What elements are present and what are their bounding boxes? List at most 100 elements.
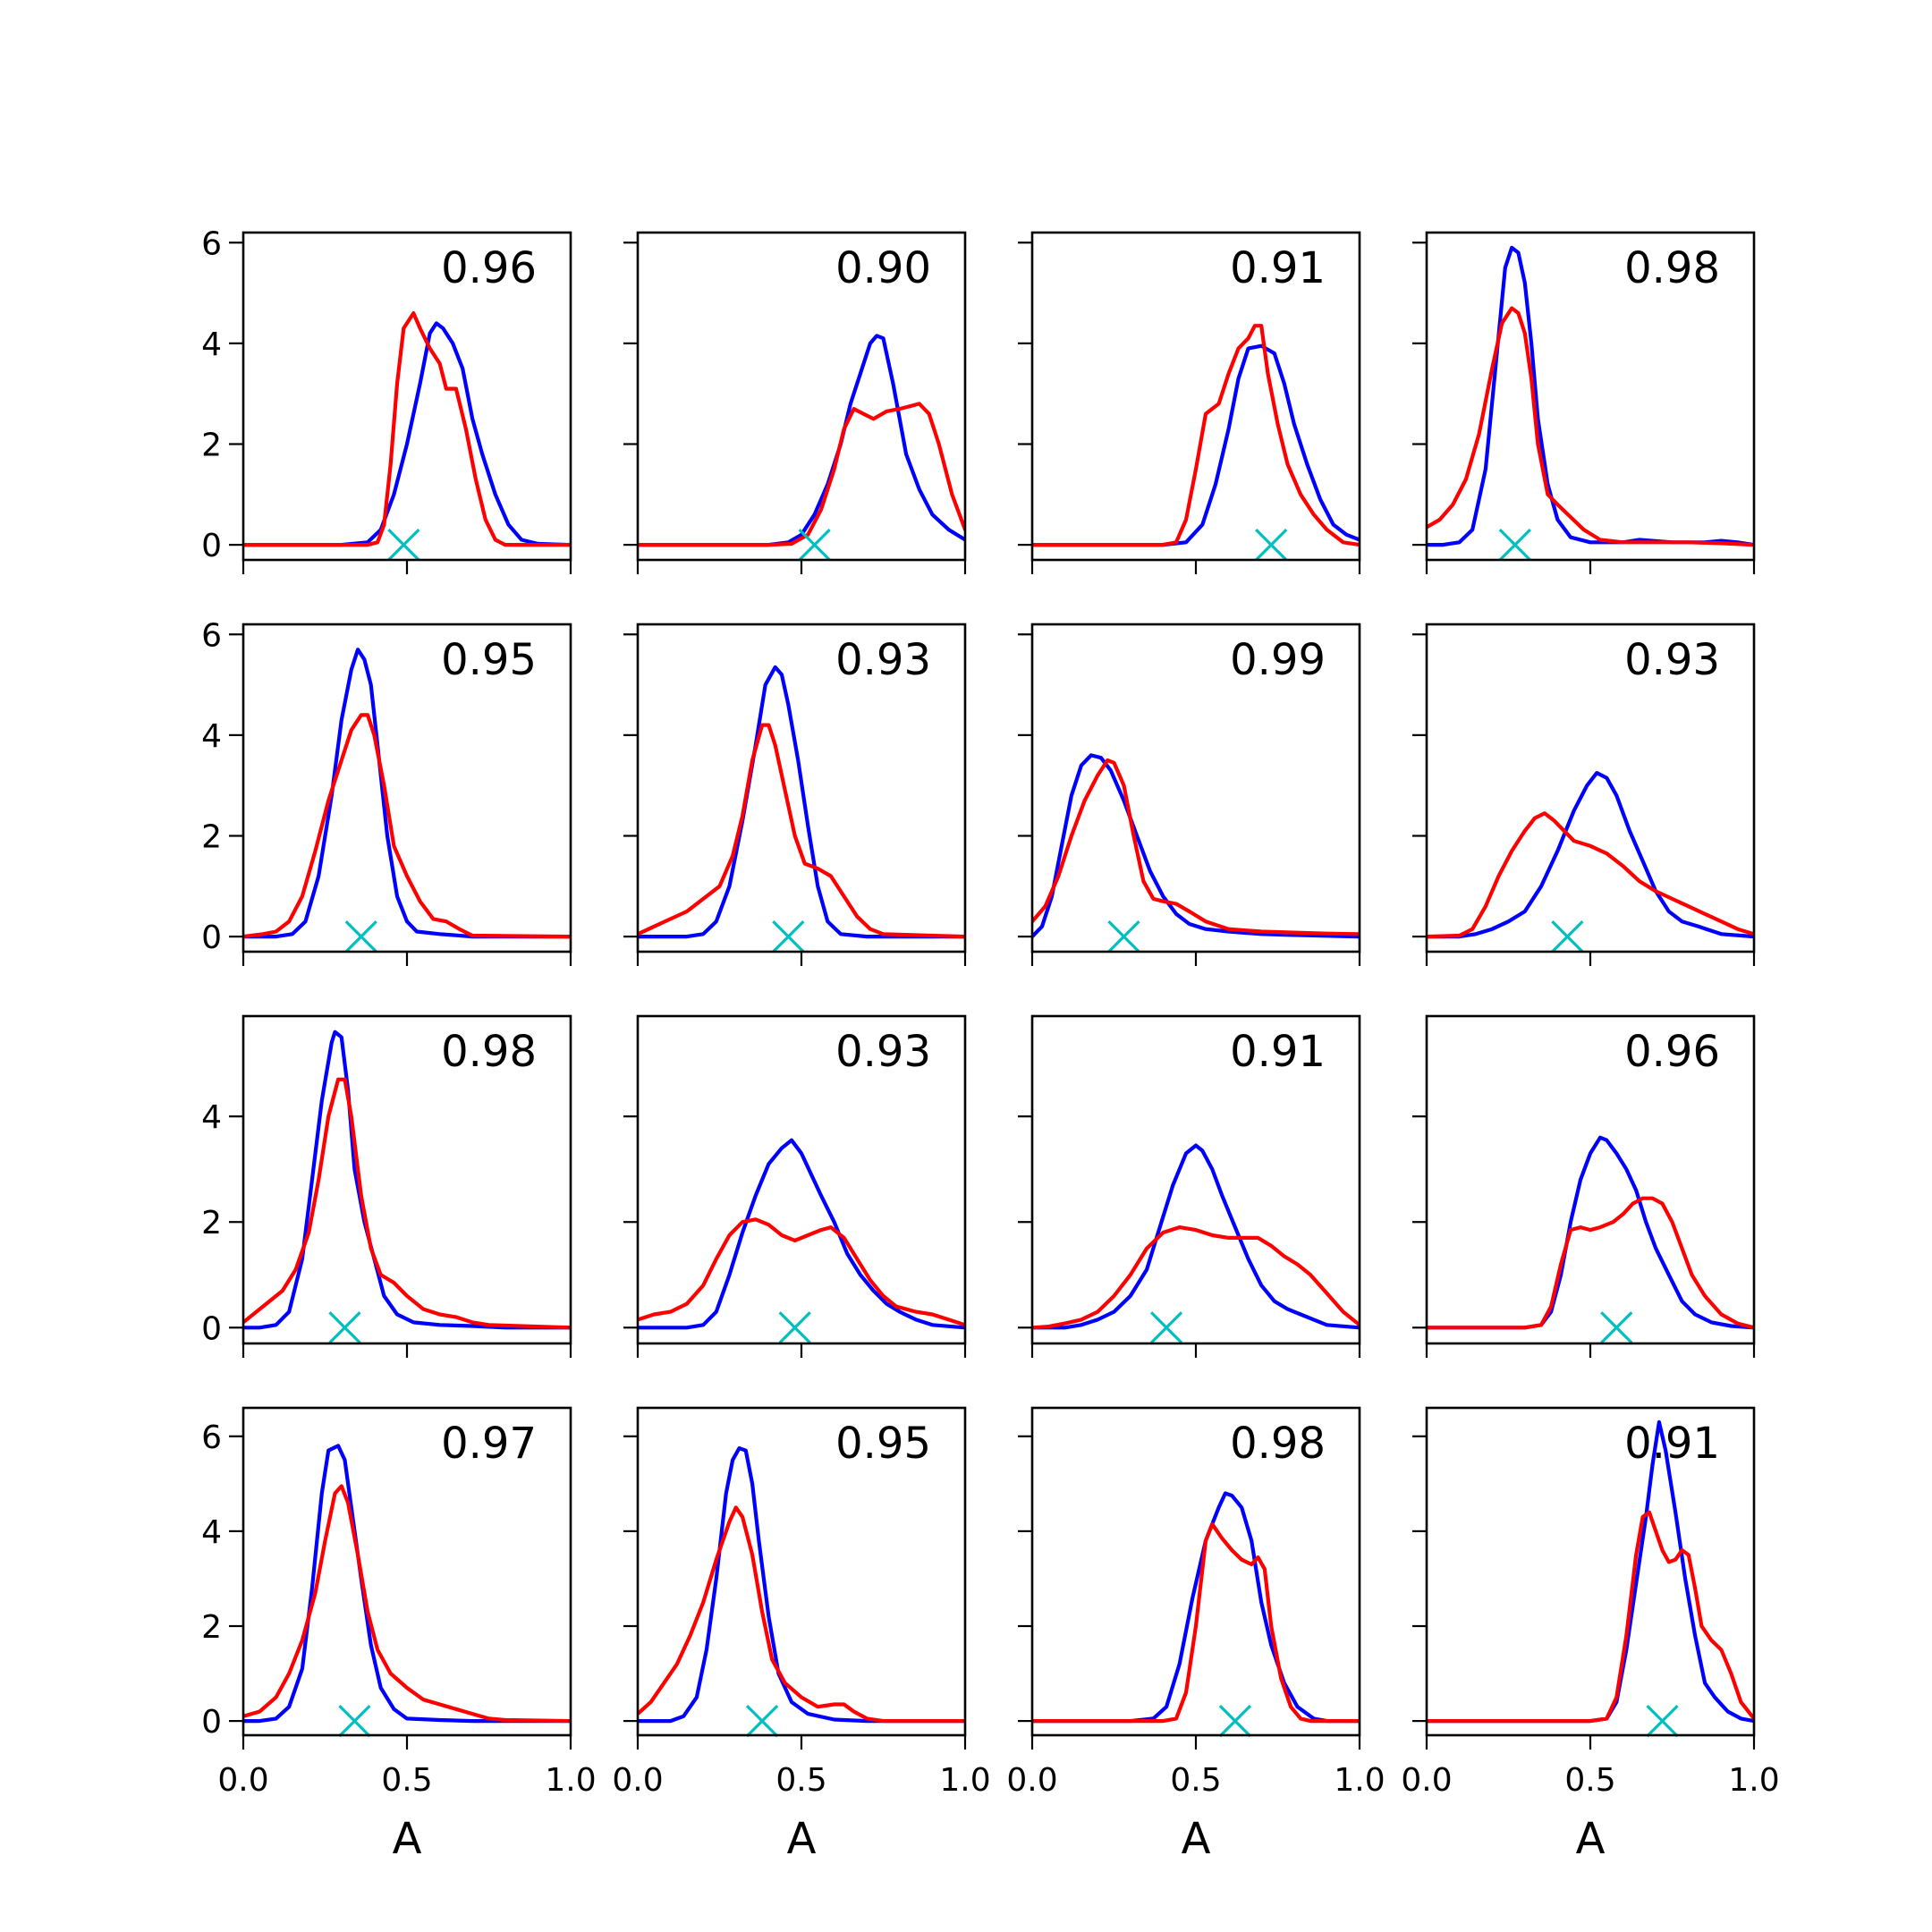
correlation-label: 0.98 <box>1230 1419 1326 1469</box>
marker-x <box>1107 919 1140 953</box>
correlation-label: 0.93 <box>835 635 931 685</box>
y-tick-label: 0 <box>201 528 222 564</box>
x-tick-label: 0.0 <box>1401 1762 1452 1799</box>
red-series-line <box>1032 1521 1360 1724</box>
correlation-label: 0.96 <box>441 243 537 293</box>
y-tick-label: 2 <box>201 1205 222 1241</box>
blue-series-line <box>638 665 965 939</box>
marker-x <box>798 528 831 562</box>
panel-r4c1: 0.97 0 2 4 6 0.0 0.5 1.0 A <box>201 1406 597 1864</box>
red-series-line <box>1427 811 1754 939</box>
blue-series-line <box>243 1444 571 1724</box>
x-axis-label: A <box>393 1814 422 1864</box>
y-tick-label: 2 <box>201 427 222 463</box>
y-tick-label: 2 <box>201 1609 222 1646</box>
x-tick-label: 0.0 <box>1006 1762 1057 1799</box>
panel-r1c3: 0.91 <box>1018 231 1361 574</box>
x-tick-label: 0.0 <box>217 1762 268 1799</box>
correlation-label: 0.91 <box>1230 243 1326 293</box>
blue-series-line <box>1032 1143 1360 1330</box>
blue-series-line <box>638 334 965 547</box>
marker-x <box>344 919 377 953</box>
panel-r2c3: 0.99 <box>1018 623 1361 966</box>
x-tick-label: 1.0 <box>545 1762 596 1799</box>
marker-x <box>1255 528 1288 562</box>
correlation-label: 0.93 <box>835 1027 931 1077</box>
marker-x <box>1149 1311 1183 1344</box>
marker-x <box>772 919 805 953</box>
correlation-label: 0.98 <box>1624 243 1720 293</box>
correlation-label: 0.90 <box>835 243 931 293</box>
red-series-line <box>243 1484 571 1724</box>
y-tick-label: 4 <box>201 1514 222 1551</box>
red-series-line <box>638 1217 965 1327</box>
panel-r2c2: 0.93 <box>623 623 967 966</box>
correlation-label: 0.91 <box>1624 1419 1720 1469</box>
x-tick-label: 1.0 <box>1334 1762 1385 1799</box>
correlation-label: 0.97 <box>441 1419 537 1469</box>
y-tick-label: 4 <box>201 1099 222 1136</box>
red-series-line <box>638 1505 965 1724</box>
correlation-label: 0.91 <box>1230 1027 1326 1077</box>
red-series-line <box>1032 758 1360 936</box>
panel-r1c4: 0.98 <box>1412 231 1756 574</box>
red-series-line <box>638 723 965 939</box>
marker-x <box>1551 919 1584 953</box>
red-series-line <box>243 713 571 939</box>
marker-x <box>387 528 420 562</box>
panel-r1c1: 0.96 0 2 4 6 <box>201 225 572 574</box>
y-tick-label: 4 <box>201 326 222 363</box>
red-series-line <box>243 1077 571 1330</box>
correlation-label: 0.98 <box>441 1027 537 1077</box>
x-tick-label: 0.5 <box>775 1762 826 1799</box>
x-tick-label: 1.0 <box>939 1762 990 1799</box>
blue-series-line <box>1032 1491 1360 1724</box>
red-series-line <box>243 311 571 547</box>
blue-series-line <box>1427 771 1754 939</box>
x-tick-label: 1.0 <box>1728 1762 1779 1799</box>
panel-grid: 0.96 0 2 4 6 0.90 0.91 0.98 0.95 0 2 4 6 0.93 0.99 0.93… <box>201 225 1780 1864</box>
y-tick-label: 6 <box>201 617 222 654</box>
panel-r4c3: 0.98 0.0 0.5 1.0 A <box>1006 1406 1385 1864</box>
panel-r2c1: 0.95 0 2 4 6 <box>201 617 572 966</box>
correlation-label: 0.99 <box>1230 635 1326 685</box>
y-tick-label: 0 <box>201 1310 222 1347</box>
y-tick-label: 2 <box>201 818 222 855</box>
marker-x <box>338 1704 371 1738</box>
blue-series-line <box>638 1138 965 1330</box>
marker-x <box>778 1311 811 1344</box>
marker-x <box>745 1704 779 1738</box>
y-tick-label: 0 <box>201 919 222 956</box>
y-tick-label: 4 <box>201 718 222 755</box>
panel-r1c2: 0.90 <box>623 231 967 574</box>
marker-x <box>1218 1704 1252 1738</box>
correlation-label: 0.95 <box>835 1419 931 1469</box>
x-axis-label: A <box>1576 1814 1606 1864</box>
blue-series-line <box>243 648 571 939</box>
red-series-line <box>1427 1510 1754 1724</box>
panel-r4c4: 0.91 0.0 0.5 1.0 A <box>1401 1406 1780 1864</box>
panel-r3c3: 0.91 <box>1018 1014 1361 1358</box>
panel-r4c2: 0.95 0.0 0.5 1.0 A <box>612 1406 991 1864</box>
panel-r3c2: 0.93 <box>623 1014 967 1358</box>
marker-x <box>328 1311 361 1344</box>
y-tick-label: 6 <box>201 225 222 262</box>
panel-r3c1: 0.98 0 2 4 <box>201 1014 572 1358</box>
x-tick-label: 0.5 <box>1170 1762 1221 1799</box>
correlation-label: 0.96 <box>1624 1027 1720 1077</box>
blue-series-line <box>638 1446 965 1724</box>
correlation-label: 0.93 <box>1624 635 1720 685</box>
red-series-line <box>1032 324 1360 547</box>
y-tick-label: 0 <box>201 1704 222 1741</box>
x-axis-label: A <box>787 1814 817 1864</box>
x-tick-label: 0.5 <box>381 1762 432 1799</box>
red-series-line <box>1032 1225 1360 1330</box>
x-tick-label: 0.5 <box>1564 1762 1615 1799</box>
marker-x <box>1498 528 1531 562</box>
correlation-label: 0.95 <box>441 635 537 685</box>
marker-x <box>1600 1311 1633 1344</box>
panel-r2c4: 0.93 <box>1412 623 1756 966</box>
marker-x <box>1646 1704 1679 1738</box>
panel-r3c4: 0.96 <box>1412 1014 1756 1358</box>
